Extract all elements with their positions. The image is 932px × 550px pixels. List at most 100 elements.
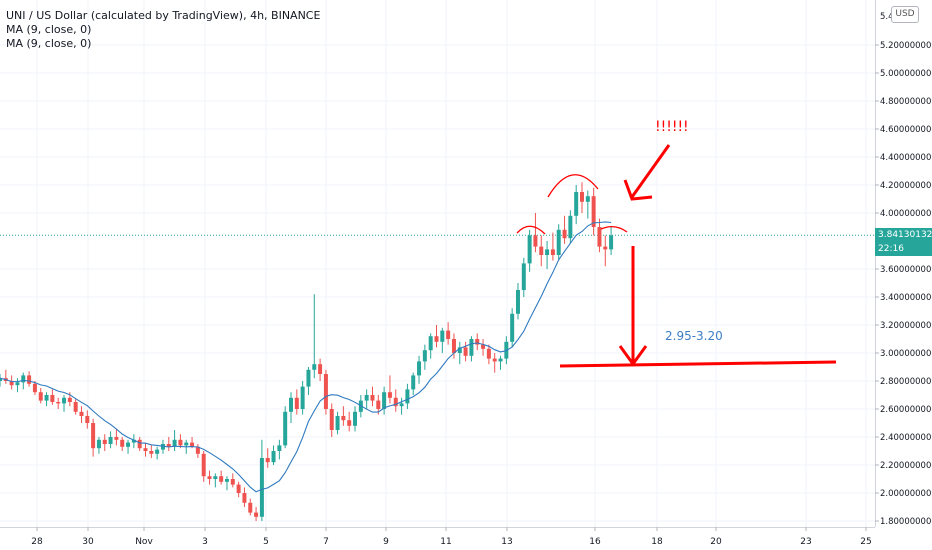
pointer-arrow-shaft bbox=[630, 144, 671, 198]
time-tick-label: 28 bbox=[31, 537, 43, 547]
price-tick-label: 2.80000000 bbox=[880, 377, 931, 387]
candle-body bbox=[160, 444, 165, 450]
price-tick-label: 5.20000000 bbox=[880, 41, 931, 51]
candle-body bbox=[550, 249, 555, 255]
candle-body bbox=[50, 395, 55, 402]
price-tick-label: 4.20000000 bbox=[880, 181, 931, 191]
candle-body bbox=[166, 444, 171, 447]
candle-body bbox=[102, 439, 107, 444]
candle-body bbox=[451, 339, 456, 353]
candle-body bbox=[411, 375, 416, 390]
price-tick-label: 3.20000000 bbox=[880, 321, 931, 331]
candle-body bbox=[591, 196, 596, 227]
candle-body bbox=[96, 439, 101, 449]
candle-body bbox=[283, 411, 288, 446]
candle-body bbox=[428, 336, 433, 351]
candle-body bbox=[481, 344, 486, 349]
candle-body bbox=[347, 420, 352, 426]
candle-body bbox=[219, 476, 224, 482]
time-tick-label: 3 bbox=[202, 537, 208, 547]
candle-body bbox=[73, 402, 78, 412]
candle-body bbox=[370, 395, 375, 401]
candle-body bbox=[562, 229, 567, 239]
candle-body bbox=[207, 476, 212, 479]
candle-body bbox=[457, 347, 462, 353]
time-tick-label: 25 bbox=[860, 537, 871, 547]
candle-body bbox=[597, 227, 602, 247]
candle-body bbox=[446, 330, 451, 339]
candle-body bbox=[475, 339, 480, 345]
candle-body bbox=[440, 330, 445, 342]
price-tick-label: 3.60000000 bbox=[880, 265, 931, 275]
candle-body bbox=[38, 392, 43, 401]
candle-body bbox=[32, 383, 37, 393]
candle-body bbox=[254, 512, 259, 517]
head-arc-right bbox=[600, 225, 628, 233]
grid bbox=[0, 0, 875, 527]
candle-body bbox=[137, 439, 142, 449]
candle-body bbox=[248, 502, 253, 513]
candle-body bbox=[0, 378, 2, 381]
candle-body bbox=[126, 442, 131, 447]
candle-body bbox=[21, 375, 26, 383]
price-axis[interactable]: 5.20000000 5.00000000 4.80000000 4.60000000… bbox=[875, 0, 932, 550]
candle-body bbox=[271, 451, 276, 463]
indicator-ma-1[interactable]: MA (9, close, 0) bbox=[6, 23, 92, 36]
candle-body bbox=[294, 397, 299, 409]
candle-body bbox=[289, 397, 293, 412]
candle-body bbox=[393, 397, 398, 407]
candle-body bbox=[387, 392, 392, 398]
candle-body bbox=[300, 386, 305, 409]
price-tick-label: 3.40000000 bbox=[880, 293, 931, 303]
candle-body bbox=[609, 235, 614, 250]
candle-body bbox=[277, 445, 282, 451]
candle-body bbox=[9, 381, 14, 386]
symbol-title[interactable]: UNI / US Dollar (calculated by TradingVi… bbox=[6, 9, 321, 22]
candle-body bbox=[335, 416, 340, 430]
candle-body bbox=[230, 479, 235, 485]
candle-body bbox=[486, 348, 491, 359]
head-arc-left bbox=[516, 225, 546, 235]
time-axis[interactable]: 28 30 Nov 3 5 7 9 11 13 16 18 20 23 25 bbox=[0, 527, 932, 550]
candle-body bbox=[527, 235, 532, 264]
candle-body bbox=[172, 439, 177, 447]
target-line bbox=[559, 360, 837, 368]
candle-body bbox=[399, 403, 404, 407]
price-tick-label: 2.20000000 bbox=[880, 461, 931, 471]
candle-body bbox=[67, 397, 72, 402]
price-tick-label: 4.40000000 bbox=[880, 153, 931, 163]
currency-button[interactable]: USD bbox=[891, 6, 919, 23]
candle-body bbox=[114, 437, 119, 440]
candle-body bbox=[265, 458, 270, 463]
price-tick-label: 3.00000000 bbox=[880, 349, 931, 359]
price-tick-label: 4.80000000 bbox=[880, 97, 931, 107]
candle-body bbox=[463, 347, 468, 356]
price-axis-bg bbox=[875, 0, 932, 550]
candle-body bbox=[364, 395, 369, 401]
candle-body bbox=[149, 451, 154, 454]
candle-body bbox=[521, 263, 526, 290]
candle-body bbox=[422, 350, 427, 362]
price-tick-label: 4.00000000 bbox=[880, 209, 931, 219]
candle-body bbox=[236, 484, 241, 493]
price-tick-label: 2.40000000 bbox=[880, 433, 931, 443]
time-tick-label: 16 bbox=[589, 537, 601, 547]
candle-body bbox=[201, 453, 206, 477]
candle-body bbox=[15, 382, 20, 386]
candle-body bbox=[91, 423, 96, 449]
price-tick-label: 2.00000000 bbox=[880, 489, 931, 499]
time-tick-label: 5 bbox=[263, 537, 269, 547]
candle-body bbox=[143, 448, 148, 451]
time-tick-label: Nov bbox=[135, 537, 153, 547]
candle-body bbox=[224, 479, 229, 482]
indicator-ma-2[interactable]: MA (9, close, 0) bbox=[6, 37, 92, 50]
time-tick-label: 13 bbox=[501, 537, 512, 547]
chart-legend: UNI / US Dollar (calculated by TradingVi… bbox=[6, 9, 320, 51]
candle-body bbox=[574, 192, 579, 216]
time-tick-label: 23 bbox=[800, 537, 811, 547]
candle-body bbox=[405, 389, 410, 404]
candle-body bbox=[62, 397, 67, 404]
bar-countdown-tag: 22:16 bbox=[875, 242, 932, 257]
